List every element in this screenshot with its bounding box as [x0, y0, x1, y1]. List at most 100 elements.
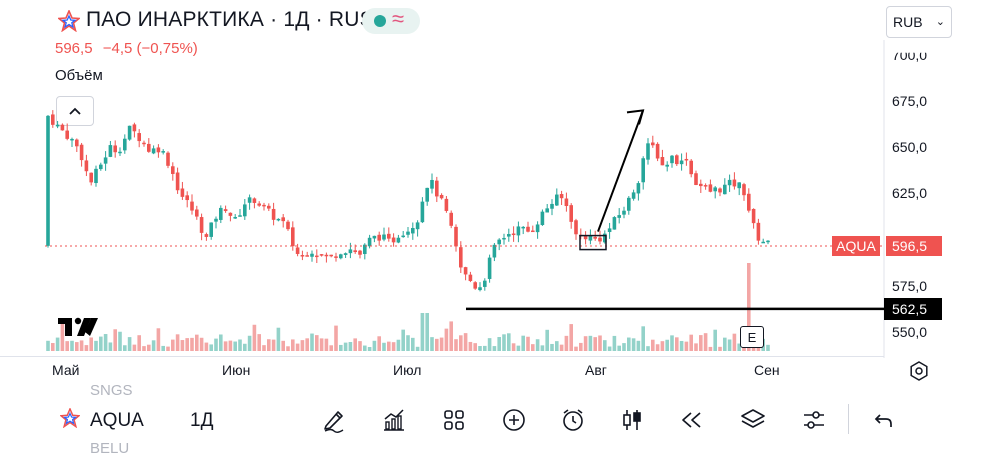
- volume-bar: [70, 340, 74, 351]
- candle-body: [473, 282, 477, 289]
- candle-body: [267, 205, 271, 209]
- alert-button[interactable]: [555, 402, 591, 438]
- price-axis-tick: 675,0: [892, 92, 928, 109]
- candle-body: [252, 198, 257, 203]
- volume-bar: [262, 345, 266, 351]
- volume-bar: [430, 337, 434, 351]
- candle-body: [415, 222, 420, 230]
- candle-body: [281, 217, 285, 222]
- candle-body: [142, 142, 146, 145]
- volume-bar: [281, 340, 285, 351]
- candle-body: [574, 220, 578, 235]
- candle-body: [75, 139, 79, 147]
- candle-body: [535, 224, 540, 233]
- candle-body: [175, 172, 180, 191]
- volume-bar: [228, 340, 233, 351]
- candle-body: [607, 228, 612, 233]
- volume-bar: [425, 313, 429, 351]
- candle-body: [756, 222, 761, 241]
- symbol-list-next[interactable]: BELU: [90, 440, 130, 457]
- volume-bar: [84, 345, 89, 351]
- price-chart[interactable]: [0, 40, 1000, 358]
- compare-add-button[interactable]: [496, 402, 532, 438]
- volume-bar: [286, 346, 290, 351]
- candle-body: [295, 247, 300, 254]
- market-status-pill[interactable]: [362, 8, 420, 34]
- candle-body: [459, 247, 463, 268]
- volume-indicator-label[interactable]: Объём: [55, 67, 103, 84]
- selected-candle-box[interactable]: [579, 234, 607, 251]
- volume-bar: [142, 346, 146, 351]
- candle-body: [171, 166, 175, 174]
- volume-bar: [655, 344, 660, 351]
- trend-arrow-drawing[interactable]: [597, 109, 645, 232]
- indicators-button[interactable]: [376, 402, 412, 438]
- volume-bar: [603, 340, 607, 351]
- draw-tool-button[interactable]: [316, 402, 352, 438]
- volume-bar: [555, 341, 559, 351]
- chart-settings-button[interactable]: [796, 402, 832, 438]
- volume-bar: [631, 338, 636, 351]
- symbol-search-button[interactable]: AQUA: [90, 410, 144, 431]
- candle-body: [507, 234, 511, 237]
- earnings-event-badge[interactable]: E: [740, 326, 764, 348]
- volume-bar: [238, 339, 242, 351]
- currency-select[interactable]: RUB ⌄: [886, 6, 952, 38]
- volume-bar: [75, 342, 79, 351]
- volume-bar: [79, 340, 84, 351]
- volume-bar: [766, 344, 770, 351]
- candle-body: [665, 164, 669, 167]
- volume-bar: [267, 339, 271, 351]
- volume-bar: [295, 343, 300, 351]
- candle-body: [747, 193, 751, 211]
- volume-bar: [531, 344, 535, 351]
- market-open-dot: [374, 15, 386, 27]
- chart-title[interactable]: ПАО ИНАРКТИКА · 1Д · RUS: [86, 8, 374, 31]
- volume-bar: [675, 337, 679, 351]
- volume-bar: [151, 340, 156, 351]
- candle-body: [492, 244, 497, 258]
- candle-body: [99, 164, 103, 170]
- volume-bar: [180, 340, 185, 351]
- volume-bar: [439, 337, 444, 351]
- templates-button[interactable]: [436, 402, 472, 438]
- candle-body: [646, 143, 650, 160]
- chart-settings-icon[interactable]: [908, 360, 930, 382]
- candle-body: [315, 255, 319, 258]
- candle-body: [382, 234, 386, 240]
- collapse-legend-button[interactable]: [56, 96, 94, 126]
- chart-type-icon: [623, 410, 641, 430]
- volume-bar: [459, 335, 463, 351]
- volume-bar: [723, 337, 727, 351]
- layers-button[interactable]: [735, 402, 771, 438]
- candle-body: [684, 158, 689, 161]
- candlestick-series: [46, 110, 770, 292]
- symbol-list-previous[interactable]: SNGS: [90, 382, 133, 399]
- candle-body: [243, 204, 247, 217]
- volume-bar: [699, 335, 703, 351]
- candle-body: [478, 287, 482, 291]
- candle-body: [502, 237, 506, 240]
- candle-body: [391, 237, 396, 243]
- volume-bar: [732, 333, 737, 351]
- volume-bar: [651, 339, 655, 351]
- candle-body: [185, 195, 189, 201]
- volume-bar: [339, 344, 343, 351]
- time-axis-tick: Авг: [585, 362, 607, 378]
- candle-body: [199, 217, 204, 233]
- replay-button[interactable]: [674, 402, 710, 438]
- candle-body: [147, 143, 151, 152]
- candle-body: [132, 124, 137, 132]
- candle-body: [137, 133, 141, 142]
- chevron-up-icon: [69, 107, 81, 115]
- volume-bar: [113, 329, 117, 351]
- interval-button[interactable]: 1Д: [190, 410, 214, 431]
- volume-bar: [209, 344, 213, 351]
- volume-bar: [223, 341, 228, 351]
- templates-icon: [444, 410, 464, 430]
- candle-body: [319, 254, 324, 256]
- candle-body: [310, 253, 314, 257]
- chart-type-button[interactable]: [614, 402, 650, 438]
- undo-button[interactable]: [866, 402, 902, 438]
- candle-body: [751, 208, 756, 224]
